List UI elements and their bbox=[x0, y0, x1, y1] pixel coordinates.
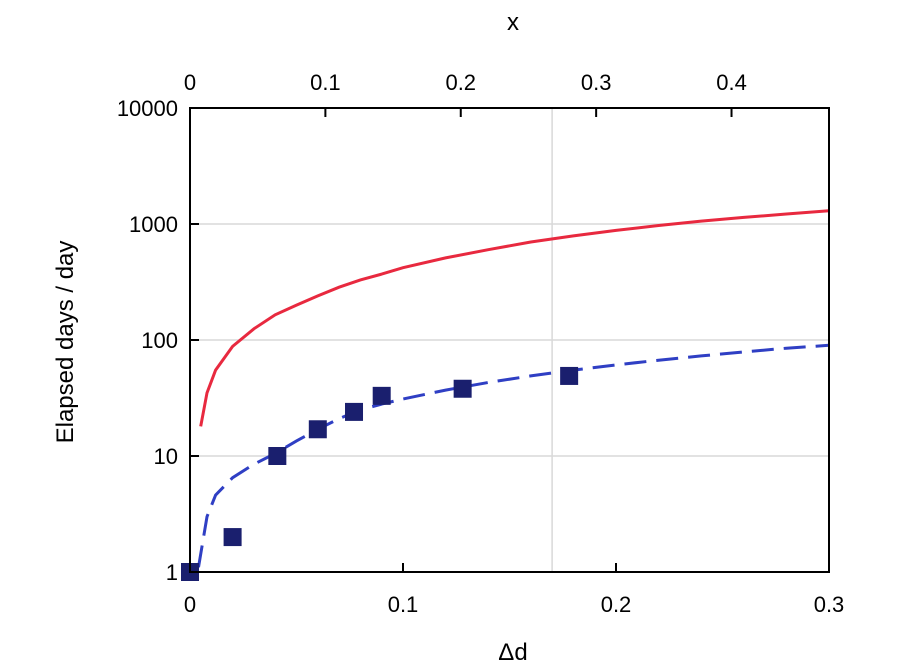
x2-tick-label: 0.4 bbox=[716, 70, 747, 95]
x-tick-label: 0.2 bbox=[601, 592, 632, 617]
data-point-marker bbox=[345, 402, 364, 421]
x-tick-label: 0.3 bbox=[814, 592, 845, 617]
x2-tick-label: 0.1 bbox=[310, 70, 341, 95]
data-point-marker bbox=[308, 420, 327, 439]
series-layer bbox=[181, 209, 830, 581]
dashed-fit-line bbox=[197, 343, 830, 568]
x2-tick-label: 0.2 bbox=[445, 70, 476, 95]
data-point-marker bbox=[560, 366, 579, 385]
ticks: 0 0.1 0.2 0.3 0 0.1 0.2 0.3 0.4 1 10 100 1000 10000 bbox=[117, 70, 844, 617]
x-axis-title: Δd bbox=[498, 639, 527, 666]
x2-tick-label: 0 bbox=[184, 70, 196, 95]
data-point-marker bbox=[223, 528, 242, 547]
y-axis-title: Elapsed days / day bbox=[52, 241, 79, 444]
x-tick-label: 0 bbox=[184, 592, 196, 617]
y-tick-label: 10 bbox=[154, 444, 178, 469]
solid-fit-line bbox=[199, 209, 830, 427]
y-tick-label: 10000 bbox=[117, 96, 178, 121]
grid bbox=[190, 107, 829, 573]
y-tick-label: 100 bbox=[141, 328, 178, 353]
x2-tick-label: 0.3 bbox=[581, 70, 612, 95]
data-point-marker bbox=[372, 386, 391, 405]
x2-axis-title: x bbox=[507, 9, 519, 36]
y-tick-label: 1000 bbox=[129, 212, 178, 237]
x-tick-label: 0.1 bbox=[388, 592, 419, 617]
data-point-marker bbox=[268, 447, 287, 465]
y-tick-label: 1 bbox=[166, 560, 178, 585]
data-point-marker bbox=[453, 379, 472, 398]
